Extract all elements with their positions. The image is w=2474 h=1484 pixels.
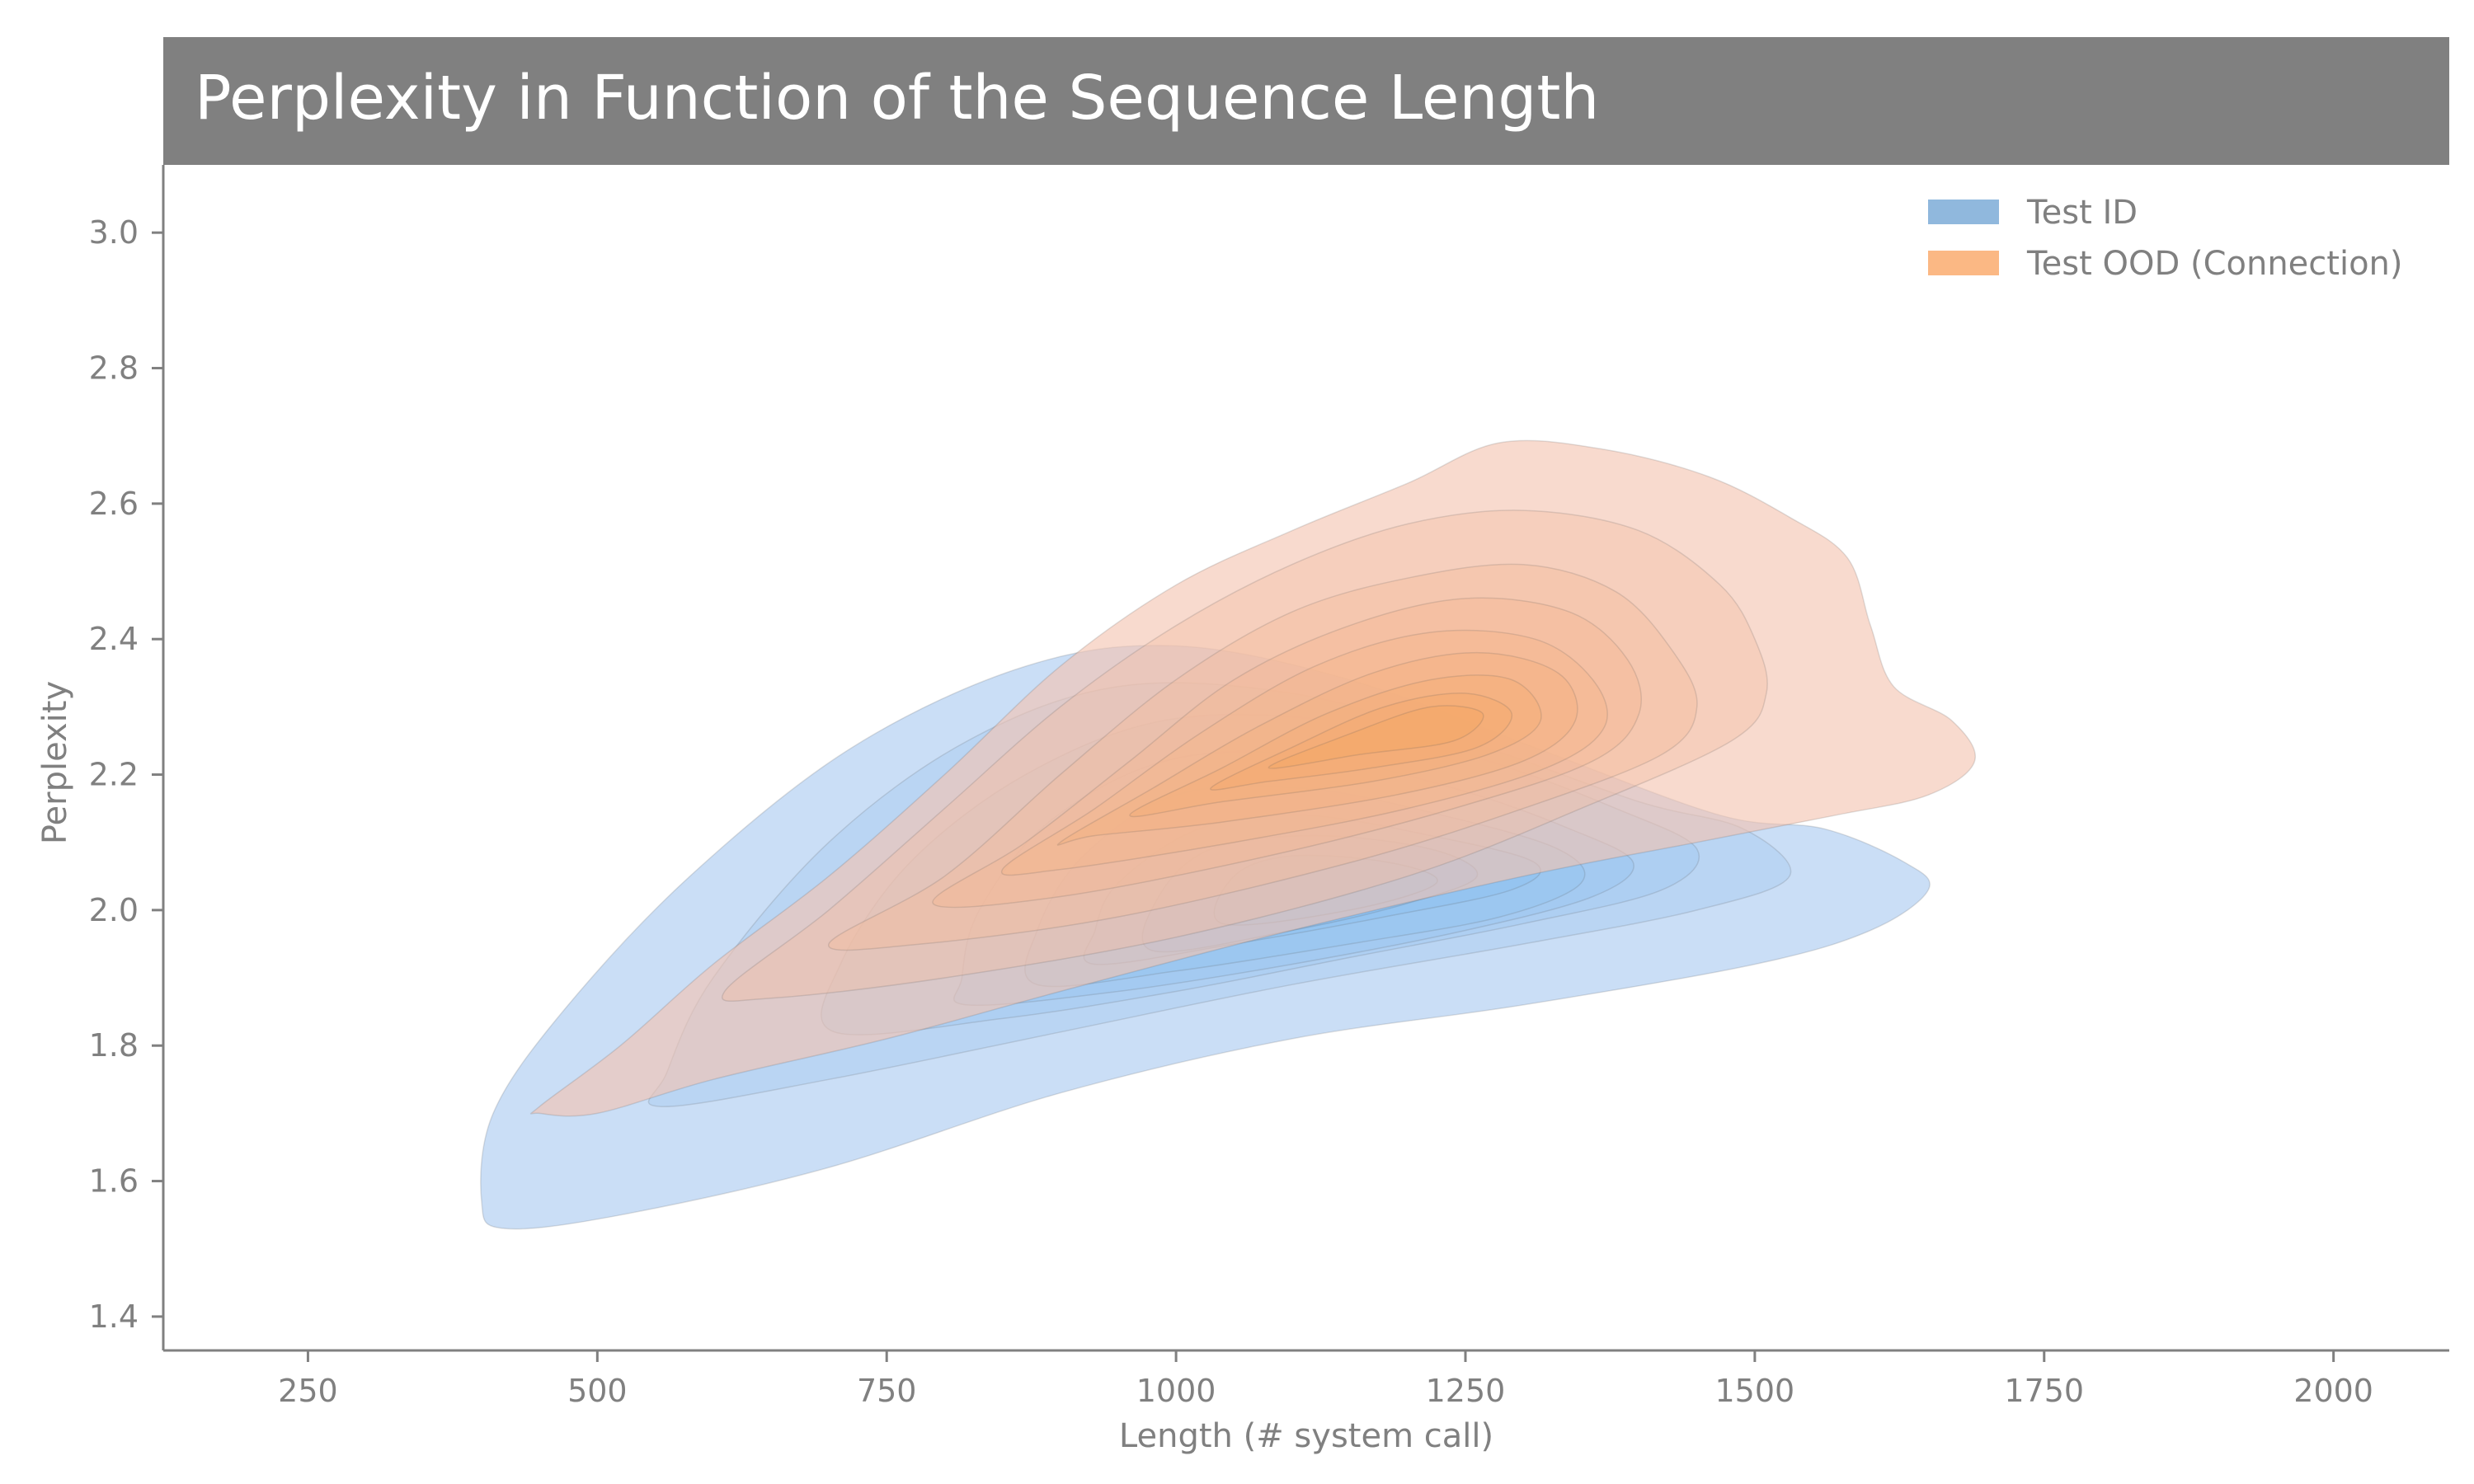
y-axis-label: Perplexity (36, 681, 74, 844)
y-tick-label: 2.6 (89, 486, 139, 522)
x-axis-label: Length (# system call) (1119, 1417, 1493, 1455)
y-tick-label: 3.0 (89, 214, 139, 251)
legend-swatch-test-id (1928, 200, 1999, 224)
series-test-ood (529, 439, 1977, 1117)
contour-test-ood-level-5 (1000, 629, 1608, 876)
y-tick-label: 2.8 (89, 350, 139, 387)
chart-title: Perplexity in Function of the Sequence L… (195, 63, 1599, 134)
x-tick-label: 1750 (2004, 1373, 2084, 1409)
y-tick-label: 2.4 (89, 621, 139, 657)
contour-test-ood-level-2 (722, 510, 1768, 1003)
contour-test-ood-level-3 (828, 563, 1698, 951)
x-tick-label: 750 (857, 1373, 917, 1409)
plot-area (480, 439, 1977, 1230)
legend-swatch-test-ood (1928, 251, 1999, 275)
contour-test-ood-level-6 (1056, 651, 1578, 846)
legend-label-test-id: Test ID (2026, 194, 2138, 232)
y-tick-label: 1.6 (89, 1163, 139, 1200)
contour-test-ood-level-4 (932, 597, 1642, 909)
contour-test-ood-level-1 (529, 439, 1977, 1117)
x-tick-label: 1000 (1136, 1373, 1216, 1409)
x-ticks: 250 500 750 1000 1250 1500 1750 2000 (278, 1350, 2373, 1409)
x-tick-label: 1250 (1426, 1373, 1506, 1409)
x-tick-label: 1500 (1715, 1373, 1795, 1409)
axes (162, 165, 2449, 1352)
contour-test-ood-level-8 (1210, 692, 1512, 791)
legend-label-test-ood: Test OOD (Connection) (2026, 245, 2403, 283)
y-ticks: 1.4 1.6 1.8 2.0 2.2 2.4 2.6 2.8 3.0 (89, 214, 163, 1335)
contour-test-ood-level-9 (1268, 705, 1484, 769)
legend: Test ID Test OOD (Connection) (1928, 194, 2403, 283)
y-tick-label: 2.0 (89, 892, 139, 928)
x-tick-label: 2000 (2293, 1373, 2373, 1409)
y-tick-label: 2.2 (89, 757, 139, 793)
y-tick-label: 1.4 (89, 1298, 139, 1335)
title-bar: Perplexity in Function of the Sequence L… (163, 37, 2449, 165)
contour-test-ood-level-7 (1129, 674, 1542, 818)
x-tick-label: 500 (567, 1373, 628, 1409)
y-tick-label: 1.8 (89, 1027, 139, 1064)
x-tick-label: 250 (278, 1373, 338, 1409)
title-bar-background (163, 37, 2449, 165)
